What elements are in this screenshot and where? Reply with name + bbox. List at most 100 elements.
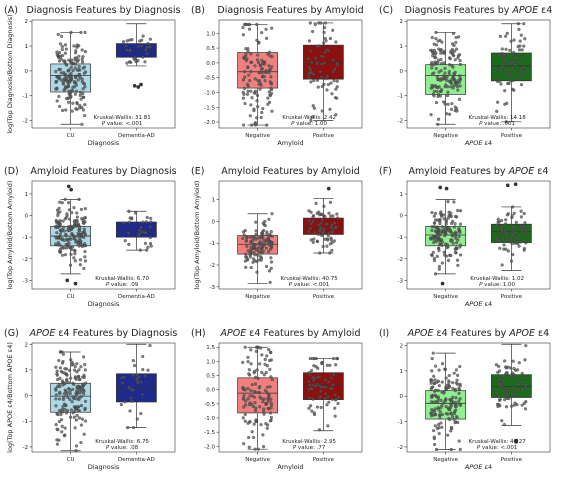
data-point <box>507 81 511 86</box>
panel-title-part: ε4 <box>538 5 552 16</box>
data-point <box>309 369 314 373</box>
data-point <box>269 260 274 264</box>
data-point <box>73 92 78 96</box>
data-point <box>436 122 440 126</box>
data-point <box>522 71 526 75</box>
data-point <box>434 211 438 215</box>
data-point <box>310 409 314 413</box>
panel-b: (B) Diagnosis Features by Amyloid -2.0 -1.5… <box>191 5 364 147</box>
data-point <box>269 415 273 420</box>
plot-frame <box>406 180 551 290</box>
kruskal-wallis-stat: Kruskal-Wallis: 40.75 <box>280 276 338 282</box>
data-point <box>54 387 58 391</box>
data-point <box>522 247 526 251</box>
data-point <box>442 51 446 55</box>
data-point <box>246 257 250 261</box>
panel-title-part: ε4 <box>434 328 448 339</box>
outlier-point <box>505 183 510 188</box>
p-value-stat: P value: <.001 <box>102 121 143 127</box>
data-point <box>144 48 148 52</box>
panel-letter: (B) <box>191 5 205 16</box>
data-point <box>66 225 71 229</box>
data-point <box>496 100 500 104</box>
data-point <box>74 49 78 53</box>
data-point <box>58 67 62 71</box>
data-point <box>83 113 87 118</box>
data-point <box>458 222 463 226</box>
data-point <box>329 214 333 218</box>
data-point <box>141 34 145 38</box>
data-point <box>500 263 504 267</box>
data-point <box>245 244 249 248</box>
data-point <box>267 394 271 398</box>
panel-letter: (G) <box>4 328 19 339</box>
data-point <box>270 378 274 382</box>
data-point <box>268 280 272 284</box>
data-point <box>56 211 60 215</box>
data-point <box>520 371 524 375</box>
data-point <box>457 391 461 395</box>
x-tick-label: Positive <box>313 133 335 139</box>
data-point <box>141 55 145 59</box>
data-point <box>67 387 71 391</box>
data-point <box>437 384 441 388</box>
data-point <box>509 39 513 43</box>
data-point <box>495 392 499 396</box>
data-point <box>434 100 438 105</box>
data-point <box>138 248 142 252</box>
data-point <box>64 411 69 415</box>
data-point <box>268 419 273 423</box>
data-point <box>335 356 339 361</box>
box-group-cu: CU <box>50 30 91 139</box>
data-point <box>254 220 258 224</box>
outlier-point <box>136 85 141 89</box>
data-point <box>131 359 135 363</box>
data-point <box>524 228 528 232</box>
data-point <box>520 226 524 230</box>
data-point <box>436 61 440 65</box>
data-point <box>68 263 73 267</box>
data-point <box>437 70 441 74</box>
data-point <box>435 426 439 431</box>
data-point <box>519 83 524 87</box>
data-point <box>495 402 500 406</box>
data-point <box>83 233 88 237</box>
data-point <box>437 422 441 427</box>
data-point <box>248 114 252 118</box>
data-point <box>244 399 248 403</box>
data-point <box>127 231 131 235</box>
x-tick-label: Dementia-AD <box>118 133 155 139</box>
data-point <box>256 253 260 257</box>
data-point <box>318 395 323 399</box>
data-point <box>82 392 86 396</box>
data-point <box>56 240 60 245</box>
panel-title-part: Features by Diagnosis <box>70 328 178 339</box>
data-point <box>58 236 63 240</box>
data-point <box>255 99 259 103</box>
data-point <box>454 368 458 372</box>
y-tick-label: 2 <box>25 342 29 348</box>
data-point <box>136 381 140 385</box>
data-point <box>520 57 524 61</box>
data-point <box>80 48 84 52</box>
data-point <box>138 228 142 232</box>
data-point <box>77 223 81 227</box>
x-axis-label: Amyloid <box>277 139 303 147</box>
data-point <box>430 72 435 76</box>
data-point <box>72 206 76 210</box>
data-point <box>74 89 79 93</box>
data-point <box>78 93 82 97</box>
p-value-stat: P value: <.001 <box>289 282 330 288</box>
data-point <box>443 66 447 70</box>
data-point <box>68 392 72 396</box>
data-point <box>55 372 59 376</box>
data-point <box>60 44 64 49</box>
data-point <box>499 218 504 223</box>
data-point <box>247 372 251 376</box>
data-point <box>325 403 329 407</box>
data-point <box>250 96 254 100</box>
data-point <box>309 119 313 123</box>
data-point <box>269 240 273 244</box>
data-point <box>329 238 333 242</box>
y-tick-label: 1.5 <box>206 345 215 351</box>
